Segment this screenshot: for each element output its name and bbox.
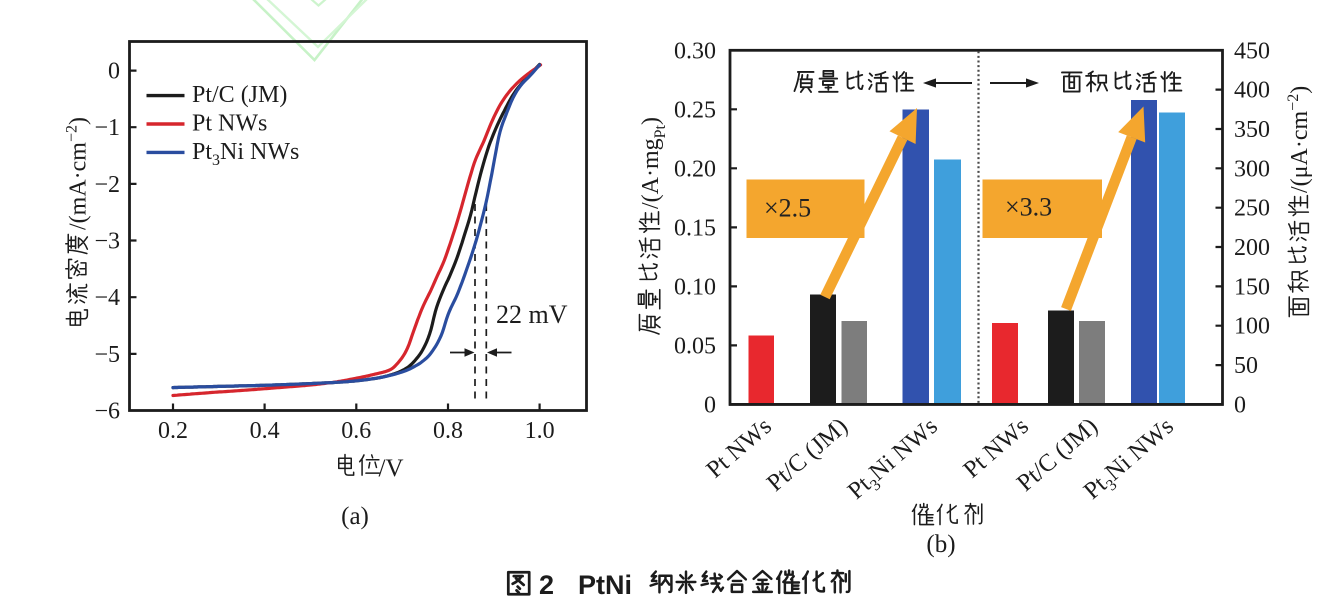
svg-text:0.15: 0.15 xyxy=(674,215,716,241)
svg-text:0.20: 0.20 xyxy=(674,156,716,182)
svg-text:−5: −5 xyxy=(94,342,120,368)
svg-text:×3.3: ×3.3 xyxy=(1005,193,1052,222)
svg-text:100: 100 xyxy=(1234,314,1270,340)
svg-text:0.10: 0.10 xyxy=(674,274,716,300)
svg-text:450: 450 xyxy=(1234,38,1270,64)
svg-text:350: 350 xyxy=(1234,117,1270,143)
svg-text:Pt3Ni NWs: Pt3Ni NWs xyxy=(192,139,299,169)
svg-text:0.2: 0.2 xyxy=(158,418,188,444)
svg-text:2: 2 xyxy=(539,570,554,600)
svg-text:0: 0 xyxy=(704,392,716,418)
svg-text:−3: −3 xyxy=(94,229,120,255)
svg-text:/(A·mgPt): /(A·mgPt) xyxy=(638,117,669,209)
svg-text:−4: −4 xyxy=(94,285,120,311)
svg-text:−1: −1 xyxy=(94,115,120,141)
svg-text:/V: /V xyxy=(379,455,404,482)
svg-text:0.6: 0.6 xyxy=(341,418,371,444)
svg-text:0.8: 0.8 xyxy=(433,418,463,444)
svg-text:(b): (b) xyxy=(926,531,955,558)
svg-text:250: 250 xyxy=(1234,196,1270,222)
svg-text:Pt/C (JM): Pt/C (JM) xyxy=(192,82,287,108)
svg-text:−6: −6 xyxy=(94,399,120,425)
svg-text:0.05: 0.05 xyxy=(674,333,716,359)
svg-text:50: 50 xyxy=(1234,353,1258,379)
svg-text:200: 200 xyxy=(1234,235,1270,261)
svg-text:0: 0 xyxy=(108,59,120,85)
svg-text:0.4: 0.4 xyxy=(250,418,280,444)
svg-text:×2.5: ×2.5 xyxy=(764,194,811,223)
svg-text:400: 400 xyxy=(1234,78,1270,104)
svg-text:PtNi: PtNi xyxy=(578,570,632,600)
svg-text:0.30: 0.30 xyxy=(674,38,716,64)
svg-text:22 mV: 22 mV xyxy=(496,300,568,329)
svg-text:Pt NWs: Pt NWs xyxy=(192,110,267,136)
svg-text:150: 150 xyxy=(1234,274,1270,300)
svg-text:0: 0 xyxy=(1234,392,1246,418)
svg-text:0.25: 0.25 xyxy=(674,97,716,123)
svg-text:300: 300 xyxy=(1234,156,1270,182)
svg-text:1.0: 1.0 xyxy=(525,418,555,444)
svg-text:−2: −2 xyxy=(94,172,120,198)
svg-text:(a): (a) xyxy=(341,503,369,530)
